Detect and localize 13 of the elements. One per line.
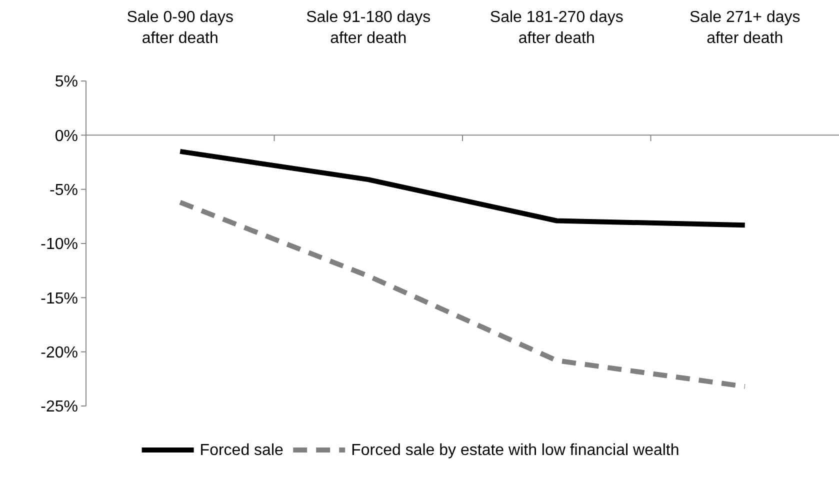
y-tick-label: -15%: [40, 290, 78, 308]
x-tick-label: Sale 91-180 days after death: [306, 9, 431, 47]
y-tick-label: -10%: [40, 236, 78, 254]
y-tick-label: 5%: [54, 74, 78, 91]
y-tick-label: -20%: [40, 344, 78, 362]
y-tick-label: -5%: [50, 182, 78, 199]
x-tick-label: Sale 181-270 days after death: [490, 9, 624, 47]
x-tick-label: Sale 0-90 days after death: [126, 9, 234, 47]
legend-label: Forced sale by estate with low financial wealth: [351, 442, 680, 459]
y-tick-label: -25%: [40, 398, 78, 416]
y-tick-label: 0%: [54, 128, 78, 145]
x-tick-label: Sale 271+ days after death: [690, 9, 800, 47]
legend-label: Forced sale: [200, 442, 284, 459]
